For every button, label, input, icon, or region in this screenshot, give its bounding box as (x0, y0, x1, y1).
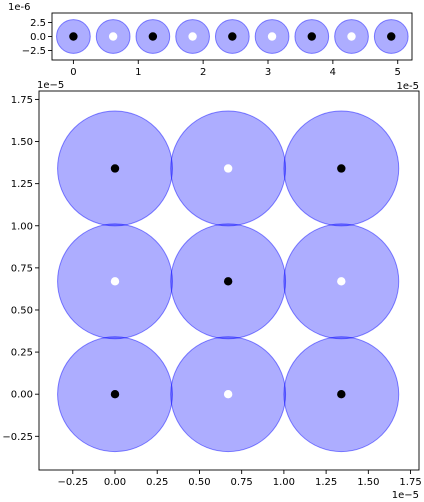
top-x-tick-label-2: 2 (200, 67, 206, 78)
top-x-tick-label-3: 3 (265, 67, 271, 78)
main-x-tick-label-2: 0.25 (146, 477, 168, 488)
main-x-tick-label-1: 0.00 (104, 477, 126, 488)
main-y-tick-label-4: 0.75 (11, 263, 33, 274)
top-point-1 (108, 32, 118, 41)
top-point-0 (69, 32, 78, 41)
top-x-tick-label-0: 0 (70, 67, 76, 78)
top-point-5 (267, 32, 277, 41)
main-point-1 (223, 164, 233, 173)
main-x-tick-label-3: 0.50 (188, 477, 210, 488)
main-point-8 (337, 390, 346, 399)
main-y-tick-label-3: 1.00 (11, 221, 33, 232)
top-point-8 (387, 32, 396, 41)
main-x-tick-label-7: 1.50 (357, 477, 379, 488)
main-point-2 (337, 164, 346, 173)
main-x-tick-label-6: 1.25 (315, 477, 337, 488)
main-axes: −0.25 0.00 0.25 0.50 0.75 1.00 1.25 1.50 1.75 1.7… (2, 80, 421, 501)
top-point-4 (228, 32, 237, 41)
main-y-tick-label-6: 0.25 (11, 348, 33, 359)
main-x-offset-label: 1e−5 (392, 490, 419, 501)
top-y-tick-label-1: 0.0 (30, 32, 46, 43)
top-x-tick-label-1: 1 (135, 67, 141, 78)
main-plot-area (57, 110, 400, 453)
top-point-3 (188, 32, 197, 41)
main-point-6 (110, 390, 120, 399)
main-x-tick-label-4: 0.75 (231, 477, 253, 488)
main-y-tick-label-7: 0.00 (11, 390, 33, 401)
main-point-7 (223, 390, 233, 399)
top-point-7 (347, 32, 356, 41)
main-y-offset-label: 1e−5 (37, 80, 64, 91)
top-y-tick-label-0: 2.5 (30, 18, 46, 29)
main-x-tick-label-0: −0.25 (57, 477, 88, 488)
top-axes: 0 1 2 3 4 5 2.5 0.0 −2.5 1e-6 1e-5 (8, 2, 419, 92)
top-y-offset-label: 1e-6 (8, 2, 31, 13)
main-y-tick-label-0: 1.75 (11, 95, 33, 106)
main-y-tick-label-1: 1.50 (11, 137, 33, 148)
main-point-4 (223, 277, 233, 286)
top-x-tick-label-4: 4 (330, 67, 336, 78)
main-frame (38, 90, 420, 471)
top-point-6 (307, 32, 316, 41)
main-point-3 (110, 277, 120, 286)
top-y-tick-label-2: −2.5 (22, 46, 46, 57)
main-y-tick-label-2: 1.25 (11, 179, 33, 190)
top-plot-area (56, 19, 409, 54)
main-x-tick-label-5: 1.00 (273, 477, 295, 488)
main-y-tick-label-8: −0.25 (2, 432, 33, 443)
top-x-tick-label-5: 5 (395, 67, 401, 78)
top-x-offset-label: 1e-5 (397, 81, 420, 92)
main-point-5 (337, 277, 346, 286)
main-point-0 (110, 164, 120, 173)
main-y-tick-label-5: 0.50 (11, 305, 33, 316)
main-x-tick-label-8: 1.75 (399, 477, 421, 488)
top-point-2 (148, 32, 158, 41)
